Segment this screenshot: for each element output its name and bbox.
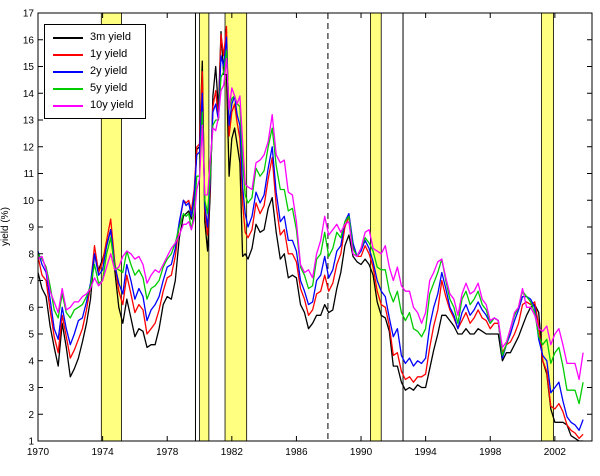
series-line-3m-yield — [38, 31, 584, 441]
x-tick-label: 1974 — [91, 447, 114, 458]
x-tick-label: 1970 — [27, 447, 50, 458]
series-line-10y-yield — [38, 57, 584, 381]
x-tick-label: 1978 — [156, 447, 179, 458]
legend-entry-label: 5y yield — [90, 82, 128, 94]
series-line-2y-yield — [38, 36, 584, 431]
y-tick-label: 13 — [23, 116, 35, 127]
recession-band-3 — [370, 13, 382, 441]
y-tick-label: 17 — [23, 9, 35, 20]
x-tick-label: 1986 — [285, 447, 308, 458]
legend-line-sample — [53, 36, 83, 39]
series-line-1y-yield — [38, 25, 584, 439]
x-tick-label: 1990 — [350, 447, 373, 458]
y-tick-label: 5 — [28, 330, 34, 341]
y-axis-label: yield (%) — [0, 207, 11, 247]
x-tick-label: 1994 — [415, 447, 438, 458]
legend-entry-2y-yield: 2y yield — [53, 65, 133, 78]
y-tick-label: 9 — [28, 223, 34, 234]
recession-band-1 — [199, 13, 209, 441]
x-tick-label: 2002 — [544, 447, 567, 458]
legend-entry-label: 3m yield — [90, 31, 131, 43]
legend-line-sample — [53, 104, 83, 107]
legend-line-sample — [53, 53, 83, 56]
chart-legend: 3m yield 1y yield 2y yield 5y yield 10y yiel… — [44, 24, 147, 119]
y-tick-label: 8 — [28, 249, 34, 260]
y-tick-label: 15 — [23, 62, 35, 73]
y-tick-label: 1 — [28, 437, 34, 448]
y-tick-label: 2 — [28, 410, 34, 421]
recession-band-4 — [541, 13, 554, 441]
y-tick-label: 6 — [28, 303, 34, 314]
y-tick-label: 12 — [23, 142, 35, 153]
legend-line-sample — [53, 70, 83, 73]
y-tick-label: 14 — [23, 89, 35, 100]
legend-entry-label: 10y yield — [90, 99, 134, 111]
y-tick-label: 7 — [28, 276, 34, 287]
legend-line-sample — [53, 87, 83, 90]
x-tick-label: 1998 — [479, 447, 502, 458]
legend-entry-10y-yield: 10y yield — [53, 99, 133, 112]
series-line-5y-yield — [38, 49, 584, 405]
legend-entry-5y-yield: 5y yield — [53, 82, 133, 95]
y-tick-label: 4 — [28, 356, 34, 367]
legend-entry-label: 2y yield — [90, 65, 128, 77]
y-tick-label: 16 — [23, 35, 35, 46]
legend-entry-label: 1y yield — [90, 48, 128, 60]
legend-entry-1y-yield: 1y yield — [53, 48, 133, 61]
y-tick-label: 3 — [28, 383, 34, 394]
legend-entry-3m-yield: 3m yield — [53, 31, 133, 44]
y-tick-label: 10 — [23, 196, 35, 207]
x-tick-label: 1982 — [221, 447, 244, 458]
y-tick-label: 11 — [24, 169, 35, 180]
